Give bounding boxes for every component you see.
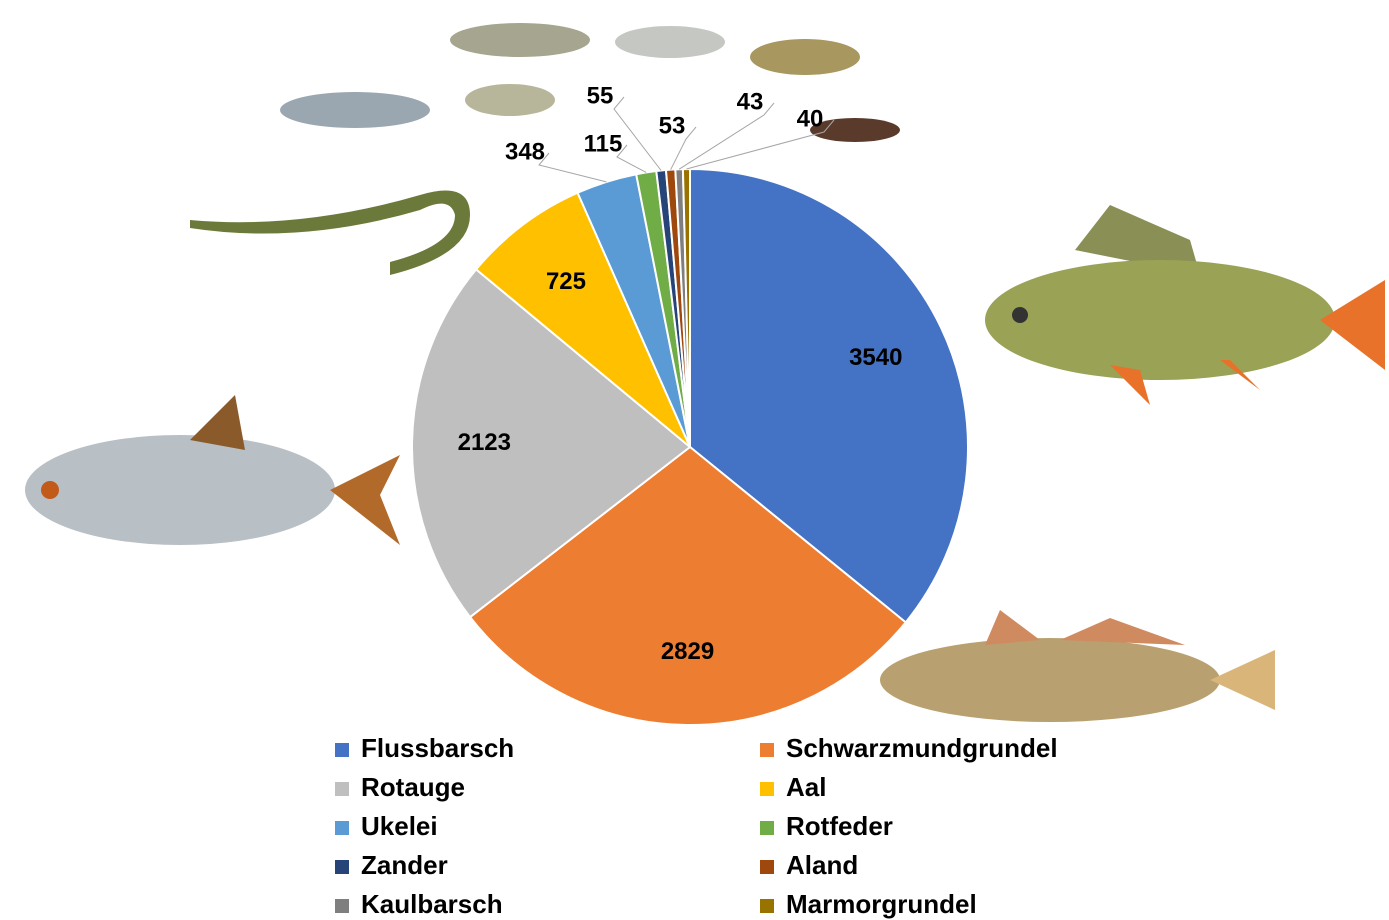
data-label: 115 xyxy=(584,130,623,157)
pie xyxy=(411,167,969,726)
fish-eel xyxy=(190,190,470,275)
data-label: 53 xyxy=(659,112,686,139)
legend-label: Ukelei xyxy=(361,811,438,841)
leader-line xyxy=(613,96,662,171)
legend-swatch xyxy=(760,899,774,913)
pie-slice xyxy=(411,267,692,619)
pie-slice xyxy=(474,191,691,448)
legend-label: Zander xyxy=(361,850,448,880)
leader-line xyxy=(686,119,835,170)
legend-swatch xyxy=(335,743,349,757)
data-label: 43 xyxy=(737,88,764,115)
leader-line xyxy=(616,144,647,173)
data-label: 2829 xyxy=(661,638,714,665)
legend-label: Aal xyxy=(786,772,826,802)
pie-slice xyxy=(689,167,969,624)
legend-swatch xyxy=(335,899,349,913)
legend-label: Flussbarsch xyxy=(361,733,514,763)
fish-illustrations xyxy=(25,23,1385,722)
data-labels: 3540 2829 2123 725 348 115 55 53 43 40 xyxy=(458,82,903,665)
data-label: 55 xyxy=(587,82,614,109)
legend-swatch xyxy=(760,821,774,835)
legend-label: Marmorgrundel xyxy=(786,889,977,919)
leader-line xyxy=(678,102,775,170)
data-label: 2123 xyxy=(458,429,511,456)
fish-goby xyxy=(880,610,1275,722)
legend-label: Kaulbarsch xyxy=(361,889,503,919)
legend: Flussbarsch Schwarzmundgrundel Rotauge Aal U… xyxy=(335,733,1058,919)
legend-label: Aland xyxy=(786,850,858,880)
legend-swatch xyxy=(335,860,349,874)
data-label: 40 xyxy=(797,105,824,132)
legend-label: Rotauge xyxy=(361,772,465,802)
fish-perch xyxy=(985,205,1385,405)
legend-swatch xyxy=(335,782,349,796)
fish-roach xyxy=(25,395,400,545)
legend-swatch xyxy=(760,782,774,796)
legend-label: Rotfeder xyxy=(786,811,893,841)
data-label: 348 xyxy=(505,138,545,165)
pie-slice xyxy=(468,445,908,726)
data-label: 725 xyxy=(546,268,586,295)
leader-line xyxy=(538,152,607,183)
fish-small xyxy=(280,23,900,142)
data-label: 3540 xyxy=(849,344,902,371)
legend-label: Schwarzmundgrundel xyxy=(786,733,1058,763)
legend-swatch xyxy=(760,860,774,874)
legend-swatch xyxy=(335,821,349,835)
legend-swatch xyxy=(760,743,774,757)
leader-line xyxy=(670,126,697,170)
